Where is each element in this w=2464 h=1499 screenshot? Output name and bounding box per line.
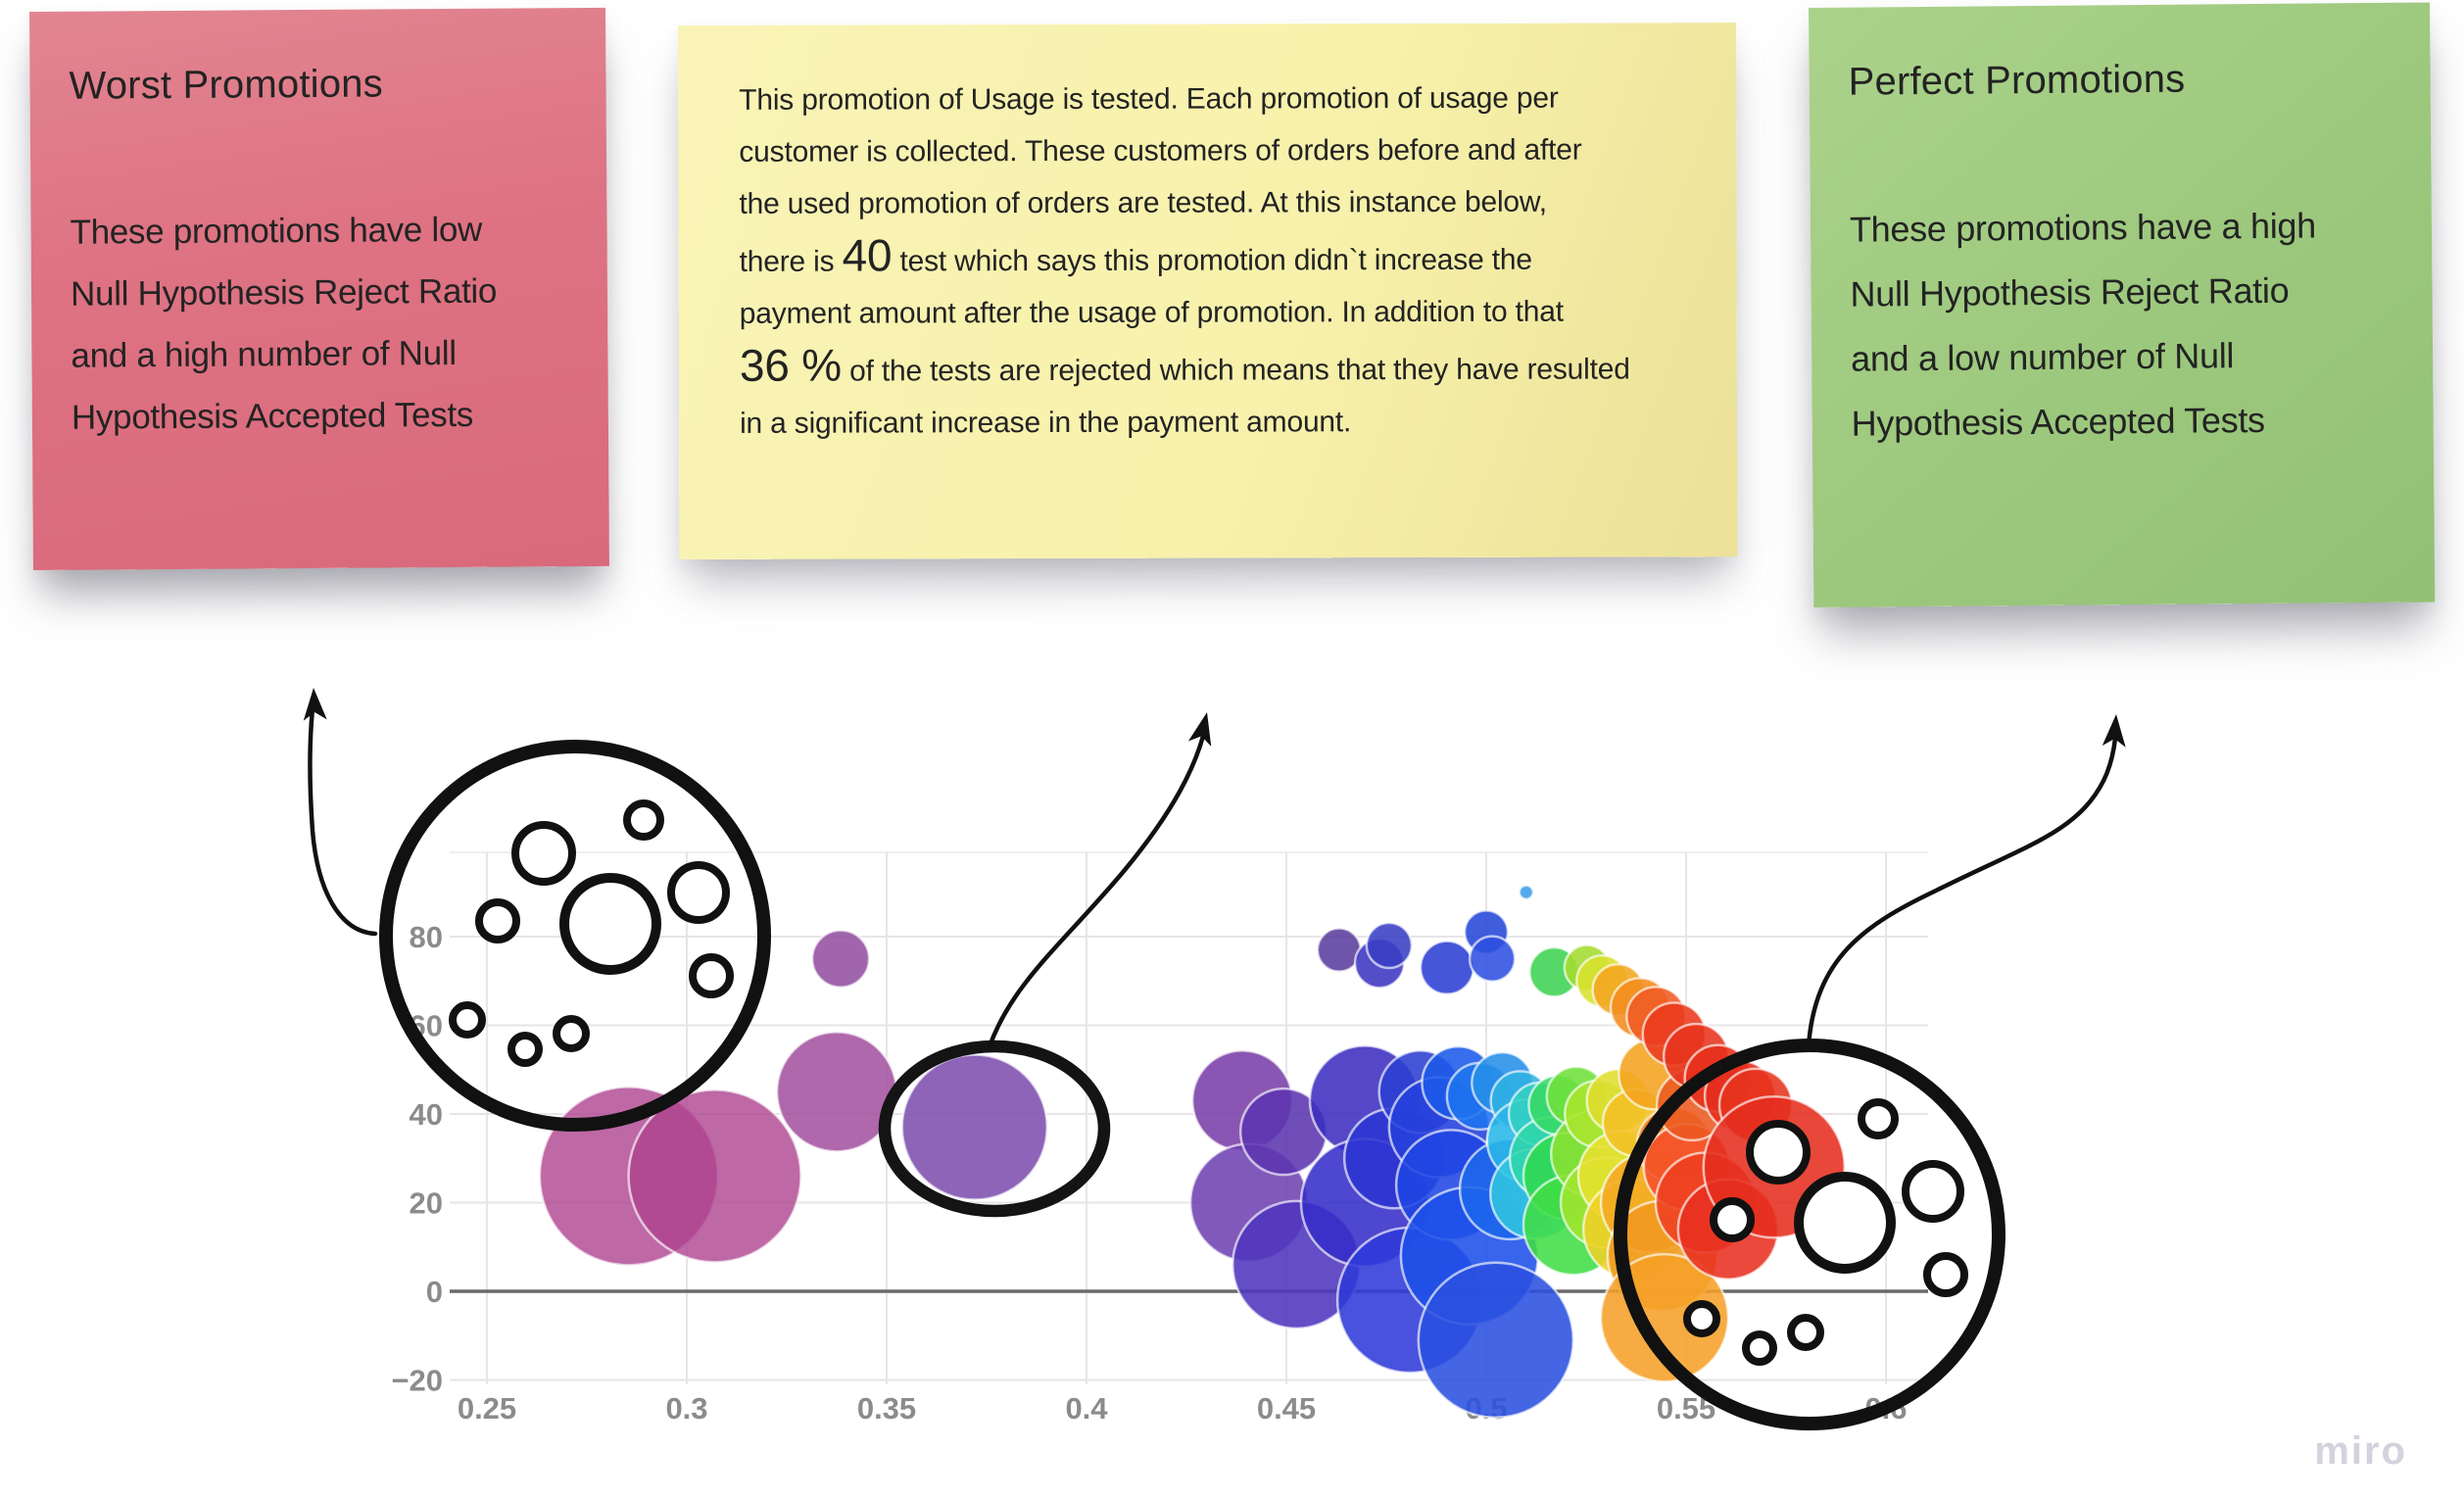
- sketch-ring: [623, 799, 664, 841]
- tick-label-y-20: 20: [410, 1185, 443, 1220]
- sketch-ring: [449, 1001, 486, 1039]
- bubble: [1518, 884, 1535, 900]
- sketch-ring: [667, 861, 730, 924]
- sketch-ring: [1787, 1314, 1824, 1351]
- sketch-ring: [689, 953, 734, 998]
- highlight-ellipse-mid[interactable]: [878, 1040, 1111, 1218]
- tick-label-y-0: 0: [426, 1275, 443, 1309]
- sketch-ring: [1746, 1120, 1811, 1185]
- tick-label-y-40: 40: [410, 1097, 443, 1132]
- tick-label-x-0.35: 0.35: [857, 1391, 916, 1426]
- sketch-ring: [1742, 1330, 1777, 1366]
- arrow-to-explanation-note-head: [1187, 712, 1212, 747]
- sketch-ring: [1710, 1197, 1755, 1242]
- sketch-ring: [1794, 1172, 1896, 1274]
- tick-label-y--20: −20: [391, 1364, 443, 1398]
- tick-label-x-0.25: 0.25: [458, 1391, 516, 1426]
- arrow-to-worst-note[interactable]: [308, 697, 378, 937]
- tick-label-x-0.45: 0.45: [1257, 1391, 1316, 1426]
- sketch-ring: [507, 1032, 543, 1067]
- hand-drawn-annotations[interactable]: [302, 687, 2128, 1430]
- bubble: [1417, 1261, 1575, 1420]
- sketch-ring: [1683, 1300, 1720, 1337]
- arrow-to-perfect-note[interactable]: [1806, 724, 2119, 1048]
- sketch-ring: [511, 821, 576, 886]
- worst-zoom-circle[interactable]: [379, 740, 771, 1132]
- sketch-ring: [1858, 1098, 1899, 1139]
- tick-label-x-0.3: 0.3: [665, 1391, 707, 1426]
- sketch-ring: [1902, 1160, 1964, 1223]
- arrow-to-worst-note-head: [303, 688, 327, 721]
- bubble: [627, 1088, 802, 1264]
- miro-watermark: miro: [2314, 1429, 2407, 1473]
- arrow-to-perfect-note-head: [2102, 714, 2126, 748]
- tick-label-y-80: 80: [410, 920, 443, 954]
- bubble: [1468, 935, 1517, 983]
- sketch-ring: [1923, 1252, 1968, 1297]
- sketch-ring: [475, 898, 520, 943]
- bubble: [1419, 940, 1475, 995]
- bubble: [900, 1053, 1049, 1201]
- bubble: [1365, 921, 1414, 970]
- arrow-to-explanation-note[interactable]: [987, 721, 1209, 1049]
- sketch-ring: [553, 1015, 590, 1052]
- bubble: [775, 1031, 898, 1153]
- sketch-ring: [559, 873, 661, 975]
- tick-label-x-0.4: 0.4: [1065, 1391, 1108, 1426]
- bubble: [810, 929, 871, 989]
